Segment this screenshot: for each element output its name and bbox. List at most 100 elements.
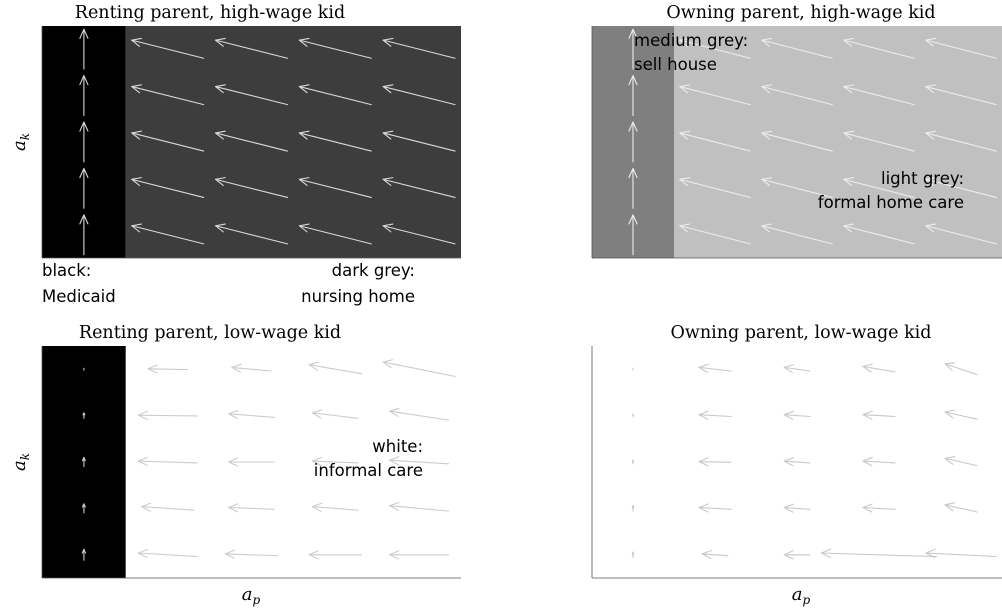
arrow-head: [628, 214, 638, 225]
arrow-head: [925, 37, 937, 47]
arrow-head: [137, 456, 148, 466]
arrow-shaft: [820, 552, 938, 558]
arrow-head: [698, 410, 709, 420]
arrow-head: [493, 458, 500, 464]
arrow-shaft: [843, 225, 915, 245]
arrow-head: [389, 550, 400, 560]
arrow-shaft: [231, 366, 272, 372]
arrow: [944, 455, 978, 467]
arrow-head: [843, 223, 855, 233]
arrow: [81, 503, 86, 514]
arrow-shaft: [214, 39, 289, 59]
annotation-line: light grey:: [881, 169, 964, 188]
arrow-head: [761, 223, 773, 233]
x-axis-label-right: ap: [792, 584, 811, 607]
arrow-shaft: [843, 178, 915, 198]
arrow: [632, 413, 634, 418]
arrow-head: [490, 183, 500, 191]
arrow-head: [214, 84, 226, 94]
arrow-shaft: [862, 365, 896, 373]
arrow: [490, 183, 516, 192]
arrow: [679, 223, 751, 245]
arrow-shaft: [131, 39, 205, 59]
arrow-head: [490, 137, 500, 145]
arrow-head: [632, 413, 634, 416]
arrow-shaft: [925, 552, 997, 558]
panel-title: Owning parent, low-wage kid: [671, 323, 932, 343]
arrow: [214, 37, 289, 59]
arrow: [141, 502, 195, 512]
arrow: [843, 177, 915, 198]
arrow-head: [493, 504, 501, 510]
arrow-shaft: [843, 86, 915, 106]
arrow-shaft: [862, 506, 896, 510]
arrow: [131, 130, 205, 152]
arrow-head: [382, 359, 394, 369]
arrow-head: [628, 167, 638, 179]
arrow: [389, 407, 450, 421]
arrow-head: [490, 90, 500, 98]
arrow-shaft: [761, 132, 833, 152]
arrow-shaft: [382, 132, 456, 152]
arrow-shaft: [843, 132, 915, 152]
arrow: [79, 214, 89, 256]
arrow-head: [925, 223, 937, 233]
arrow: [783, 457, 811, 467]
arrow-head: [79, 214, 89, 225]
arrow-head: [231, 363, 242, 373]
region-layer: [41, 346, 462, 579]
arrow-head: [228, 503, 239, 513]
arrow-shaft: [382, 39, 456, 59]
arrow: [389, 456, 450, 466]
arrow-head: [389, 501, 400, 512]
arrow-head: [862, 457, 873, 467]
arrow-shaft: [925, 86, 997, 106]
arrow: [79, 28, 89, 70]
arrow: [631, 505, 635, 512]
arrow-head: [131, 84, 143, 94]
arrow: [862, 457, 896, 467]
arrow-head: [698, 503, 709, 513]
y-axis-label-bottom: ak: [9, 453, 32, 471]
arrow: [761, 130, 833, 152]
arrow-shaft: [493, 364, 513, 375]
arrow: [298, 223, 372, 245]
arrow-shaft: [862, 414, 896, 418]
arrow: [925, 37, 997, 59]
arrow-head: [137, 410, 148, 420]
arrow: [679, 37, 751, 59]
arrow-shaft: [698, 414, 732, 418]
arrow: [698, 410, 732, 420]
panel-renting-high: Renting parent, high-wage kid: [41, 3, 516, 259]
arrow-head: [382, 84, 394, 94]
arrow-head: [298, 223, 310, 233]
arrow-shaft: [228, 506, 275, 510]
arrow-shaft: [490, 46, 516, 53]
arrow-shaft: [382, 225, 456, 245]
arrow: [862, 410, 896, 420]
arrow: [761, 84, 833, 106]
arrow-head: [820, 548, 832, 558]
arrow: [631, 551, 635, 559]
arrow: [628, 75, 638, 117]
arrow: [137, 410, 198, 420]
arrow: [311, 456, 359, 467]
arrow-shaft: [131, 225, 205, 245]
arrow: [81, 548, 87, 561]
arrow: [308, 361, 362, 375]
arrow-head: [131, 37, 143, 47]
arrow-head: [761, 177, 773, 187]
arrow: [761, 177, 833, 198]
arrow: [214, 84, 289, 106]
panel-title: Owning parent, high-wage kid: [666, 3, 935, 23]
arrow: [298, 130, 372, 152]
arrow-shaft: [679, 178, 751, 198]
arrow-layer: [628, 28, 997, 256]
arrow-shaft: [679, 86, 751, 106]
arrow-shaft: [698, 461, 732, 463]
arrow-shaft: [783, 460, 811, 464]
arrow: [131, 37, 205, 59]
arrow-shaft: [679, 225, 751, 245]
arrow: [783, 550, 811, 560]
